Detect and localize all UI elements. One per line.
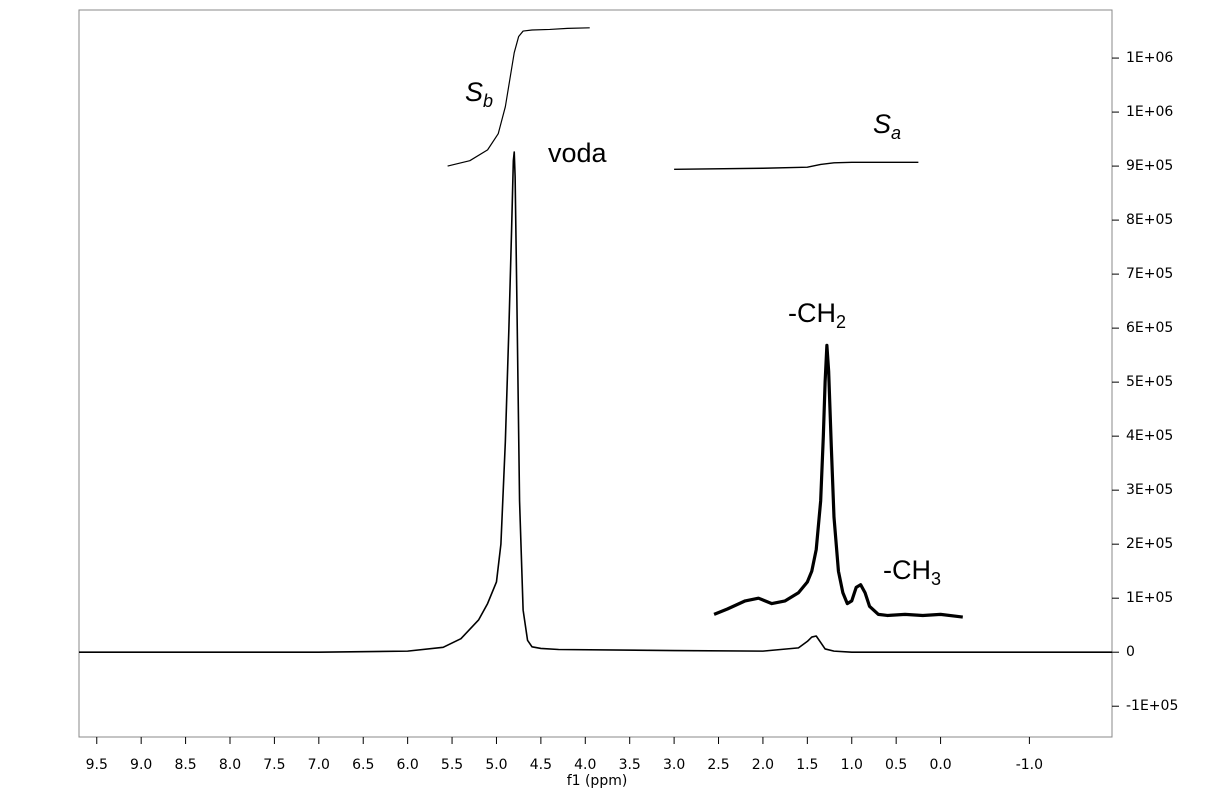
x-axis-label: f1 (ppm)	[567, 773, 628, 789]
annotation-subscript: 3	[931, 569, 941, 589]
annotation-text: S	[873, 109, 891, 139]
x-tick-label: 3.5	[619, 757, 641, 773]
annotation: voda	[548, 138, 608, 168]
y-tick-label: 1E+05	[1126, 590, 1173, 606]
y-tick-label: 0	[1126, 644, 1135, 660]
x-tick-label: 9.5	[86, 757, 108, 773]
annotation-text: -CH	[883, 555, 931, 585]
plot-frame	[78, 9, 1113, 738]
y-tick-label: 3E+05	[1126, 482, 1173, 498]
x-tick-label: 8.0	[219, 757, 241, 773]
x-tick-label: -1.0	[1016, 757, 1043, 773]
x-tick-label: 6.0	[397, 757, 419, 773]
annotation-subscript: 2	[836, 312, 846, 332]
annotation-text: S	[465, 77, 483, 107]
y-tick-label: 4E+05	[1126, 428, 1173, 444]
y-tick-label: 8E+05	[1126, 212, 1173, 228]
spectrum-line	[79, 151, 1112, 653]
x-tick-label: 1.0	[841, 757, 863, 773]
x-tick-label: 9.0	[130, 757, 152, 773]
annotation-subscript: b	[483, 91, 493, 111]
y-tick-label: 2E+05	[1126, 536, 1173, 552]
y-tick-label: 1E+06	[1126, 104, 1173, 120]
annotation: -CH3	[883, 555, 941, 589]
annotation-text: voda	[548, 138, 608, 168]
x-tick-label: 5.0	[485, 757, 507, 773]
annotation: -CH2	[788, 298, 846, 332]
annotation-subscript: a	[891, 123, 901, 143]
x-tick-label: 7.0	[308, 757, 330, 773]
annotation-text: -CH	[788, 298, 836, 328]
x-tick-label: 2.5	[707, 757, 729, 773]
x-tick-label: 4.5	[530, 757, 552, 773]
x-tick-label: 4.0	[574, 757, 596, 773]
x-tick-label: 5.5	[441, 757, 463, 773]
y-tick-label: 5E+05	[1126, 374, 1173, 390]
x-tick-label: 3.0	[663, 757, 685, 773]
x-tick-label: 0.5	[885, 757, 907, 773]
y-tick-label: 1E+06	[1126, 50, 1173, 66]
annotation: Sa	[873, 109, 901, 143]
x-tick-label: 0.0	[929, 757, 951, 773]
x-tick-label: 2.0	[752, 757, 774, 773]
annotation: Sb	[465, 77, 493, 111]
x-tick-label: 7.5	[263, 757, 285, 773]
y-tick-label: 6E+05	[1126, 320, 1173, 336]
spectrum-line	[447, 27, 590, 167]
x-tick-label: 6.5	[352, 757, 374, 773]
x-tick-label: 1.5	[796, 757, 818, 773]
spectrum-line	[674, 161, 919, 171]
spectrum-line	[713, 343, 963, 619]
y-tick-label: 7E+05	[1126, 266, 1173, 282]
x-tick-label: 8.5	[174, 757, 196, 773]
y-tick-label: -1E+05	[1126, 698, 1178, 714]
y-tick-label: 9E+05	[1126, 158, 1173, 174]
